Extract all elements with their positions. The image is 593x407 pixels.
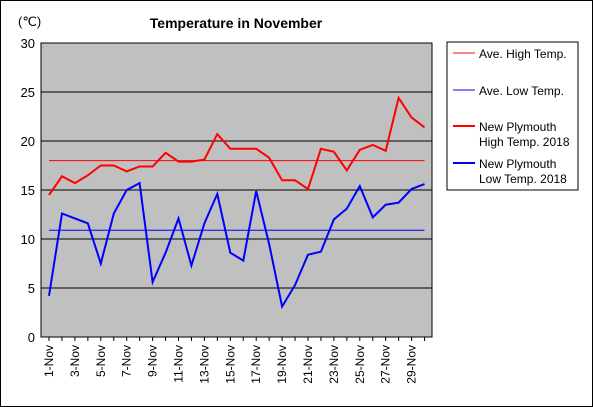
x-tick-label: 9-Nov <box>146 345 160 377</box>
legend-label-4: New Plymouth Low Temp. 2018 <box>479 157 567 186</box>
legend-label-3: New Plymouth High Temp. 2018 <box>479 120 570 149</box>
x-axis-ticks: 1-Nov 3-Nov 5-Nov 7-Nov 9-Nov 11-Nov 13-Nov 15-… <box>42 337 426 384</box>
y-tick-label: 30 <box>21 36 35 51</box>
y-axis-ticks: 0 5 10 15 20 25 30 <box>21 36 35 345</box>
y-tick-label: 10 <box>21 232 35 247</box>
x-tick-label: 19-Nov <box>275 345 289 384</box>
x-tick-label: 27-Nov <box>379 345 393 384</box>
legend-label-1: Ave. High Temp. <box>479 47 567 61</box>
x-tick-label: 11-Nov <box>172 345 186 383</box>
y-tick-label: 5 <box>28 281 35 296</box>
x-tick-label: 3-Nov <box>68 345 82 377</box>
x-tick-label: 21-Nov <box>301 345 315 384</box>
x-tick-label: 1-Nov <box>42 345 56 377</box>
y-tick-label: 0 <box>28 330 35 345</box>
unit-label: (℃) <box>18 14 41 29</box>
x-tick-label: 13-Nov <box>197 345 211 384</box>
x-tick-label: 25-Nov <box>353 345 367 384</box>
legend: Ave. High Temp. Ave. Low Temp. New Plymout… <box>453 47 570 186</box>
series-line-3 <box>48 95 426 196</box>
series-line-4 <box>48 181 425 310</box>
x-tick-label: 7-Nov <box>120 345 134 377</box>
y-tick-label: 15 <box>21 183 35 198</box>
x-tick-label: 29-Nov <box>405 345 419 384</box>
series-lines <box>48 95 426 310</box>
chart-title: Temperature in November <box>150 15 323 31</box>
y-tick-label: 20 <box>21 134 35 149</box>
x-tick-label: 23-Nov <box>327 345 341 384</box>
legend-label-2: Ave. Low Temp. <box>479 84 564 98</box>
y-tick-label: 25 <box>21 85 35 100</box>
x-tick-label: 5-Nov <box>94 345 108 377</box>
x-tick-label: 15-Nov <box>223 345 237 384</box>
legend-box <box>446 41 579 191</box>
x-tick-label: 17-Nov <box>249 345 263 384</box>
